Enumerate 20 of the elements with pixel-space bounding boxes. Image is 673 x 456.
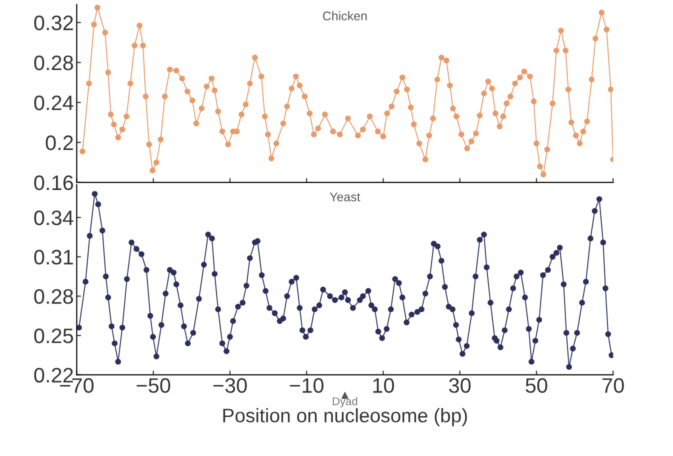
text: Dyad: [332, 397, 358, 408]
x-tick-label: −50: [136, 378, 170, 393]
y-tick-label: 0.28: [34, 56, 74, 70]
y-tick-label: 0.24: [34, 95, 74, 110]
y-tick-label: 0.34: [34, 210, 74, 226]
x-tick-label: −10: [290, 378, 324, 393]
y-tick-label: 0.28: [34, 289, 74, 304]
y-tick-label: 0.32: [34, 16, 73, 30]
x-tick-label: 50: [526, 378, 548, 393]
y-tick-label: 0.25: [34, 328, 74, 344]
x-axis-title: Position on nucleosome (bp): [223, 408, 467, 426]
chart-title: Yeast: [330, 192, 360, 202]
y-tick-label: 0.31: [34, 250, 73, 265]
y-tick-label: 0.2: [46, 135, 73, 150]
x-tick-label: −30: [213, 378, 247, 393]
x-tick-label: 70: [602, 378, 624, 393]
chart-title: Chicken: [322, 11, 367, 20]
x-tick-label: 10: [373, 378, 394, 393]
x-tick-label: 30: [449, 378, 471, 393]
y-tick-label: 0.16: [34, 175, 74, 190]
